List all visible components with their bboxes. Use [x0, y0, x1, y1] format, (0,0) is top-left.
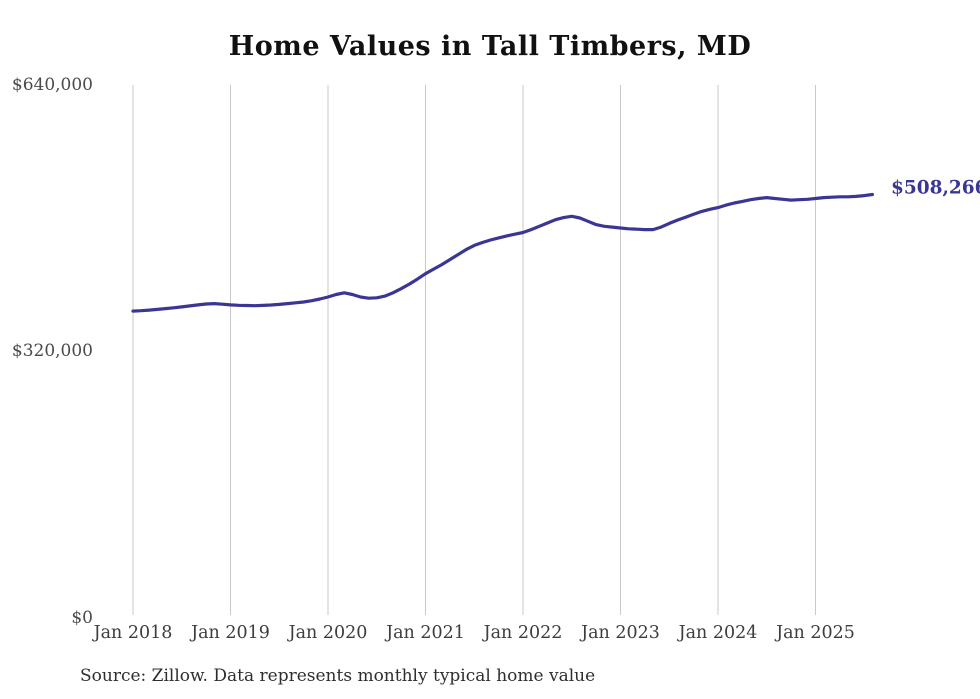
source-note: Source: Zillow. Data represents monthly … — [80, 666, 596, 686]
x-tick-jan-2025: Jan 2025 — [776, 623, 855, 643]
x-tick-jan-2024: Jan 2024 — [678, 623, 758, 643]
y-tick-0: $0 — [71, 608, 93, 628]
x-tick-jan-2019: Jan 2019 — [191, 623, 270, 643]
y-tick-640000: $640,000 — [11, 75, 93, 95]
gridlines — [132, 85, 816, 615]
chart-title: Home Values in Tall Timbers, MD — [228, 31, 752, 62]
x-tick-jan-2021: Jan 2021 — [386, 623, 465, 643]
x-tick-jan-2023: Jan 2023 — [581, 623, 660, 643]
x-tick-jan-2020: Jan 2020 — [288, 623, 368, 643]
latest-value-label: $508,266 — [891, 177, 980, 199]
x-tick-jan-2018: Jan 2018 — [93, 623, 173, 643]
line-series-path — [131, 192, 874, 313]
x-tick-jan-2022: Jan 2022 — [483, 623, 563, 643]
y-tick-320000: $320,000 — [11, 341, 93, 361]
